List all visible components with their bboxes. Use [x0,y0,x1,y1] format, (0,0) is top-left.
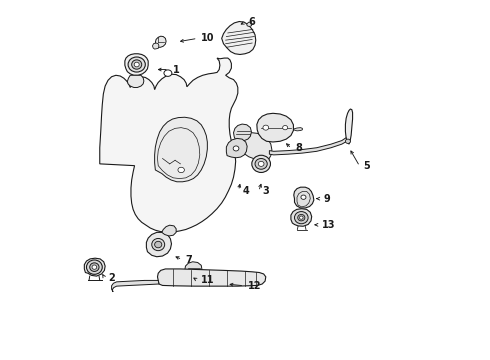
Text: 3: 3 [262,186,269,197]
Text: 11: 11 [201,275,215,285]
Ellipse shape [345,139,350,143]
Polygon shape [221,22,256,54]
Text: 8: 8 [295,143,302,153]
Ellipse shape [90,263,99,271]
Polygon shape [157,269,266,286]
Text: 9: 9 [324,194,331,204]
Ellipse shape [164,70,172,76]
Ellipse shape [294,212,308,224]
Polygon shape [155,36,166,47]
Polygon shape [270,138,347,155]
Polygon shape [345,109,353,144]
Text: 1: 1 [172,64,179,75]
Ellipse shape [152,238,165,251]
Polygon shape [112,280,159,292]
Polygon shape [234,124,251,140]
Text: 12: 12 [248,281,261,291]
Ellipse shape [258,161,264,166]
Polygon shape [147,232,172,257]
Polygon shape [294,128,302,131]
Ellipse shape [233,146,239,151]
Polygon shape [185,262,202,278]
Polygon shape [100,58,238,232]
Polygon shape [226,138,247,158]
Text: 5: 5 [364,161,370,171]
Polygon shape [241,133,272,163]
Ellipse shape [252,155,270,172]
Text: 2: 2 [108,273,115,283]
Polygon shape [127,75,144,87]
Ellipse shape [283,126,288,130]
Polygon shape [247,22,252,27]
Ellipse shape [299,216,303,219]
Ellipse shape [301,195,306,199]
Text: 10: 10 [201,33,215,43]
Polygon shape [291,209,312,226]
Ellipse shape [155,241,162,248]
Ellipse shape [298,215,305,221]
Ellipse shape [255,158,267,169]
Ellipse shape [132,60,142,69]
Polygon shape [125,54,148,75]
Ellipse shape [128,57,146,72]
Ellipse shape [134,62,139,67]
Polygon shape [294,187,314,208]
Text: 13: 13 [322,220,336,230]
Text: 6: 6 [248,17,255,27]
Ellipse shape [263,125,269,130]
Polygon shape [257,113,294,142]
Text: 4: 4 [242,186,249,196]
Ellipse shape [87,260,102,274]
Polygon shape [155,117,207,182]
Ellipse shape [92,265,97,269]
Ellipse shape [178,167,184,173]
Polygon shape [84,258,105,276]
Polygon shape [152,43,159,49]
Polygon shape [162,225,176,236]
Text: 7: 7 [186,255,193,265]
